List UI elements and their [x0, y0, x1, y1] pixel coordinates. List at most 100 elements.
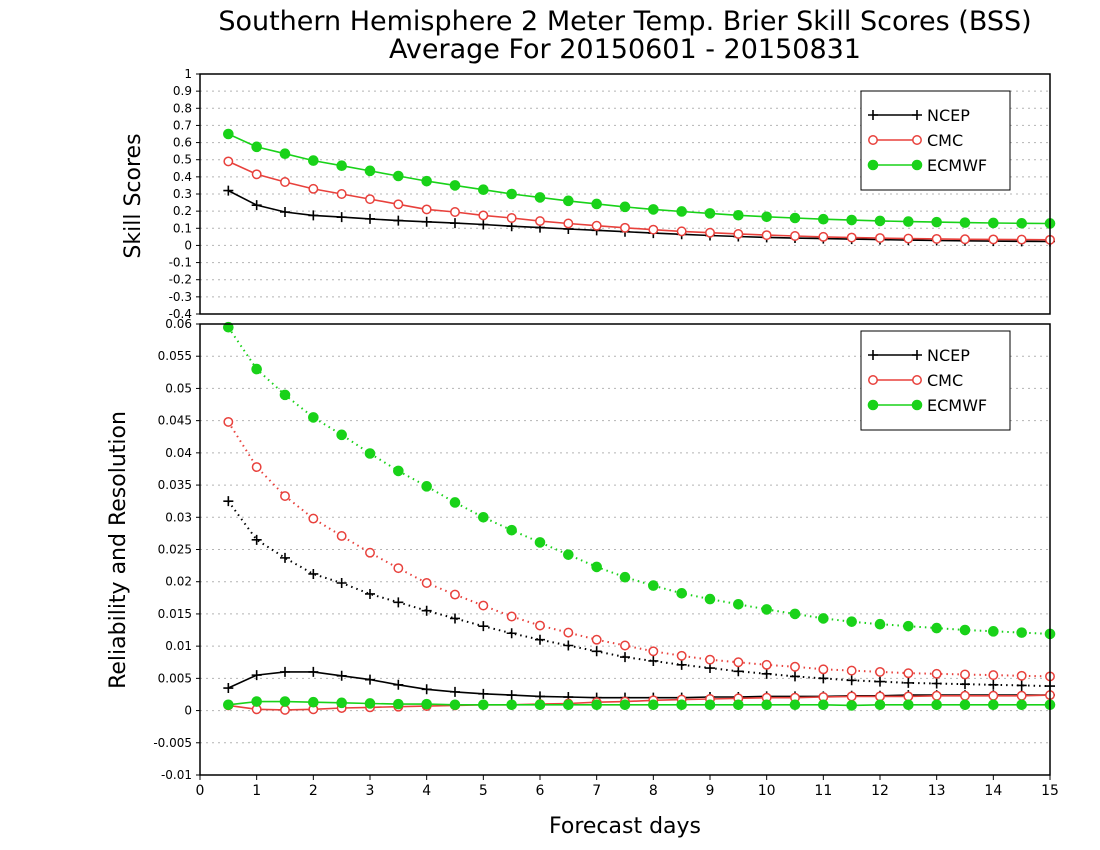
- ncep-resolution-point: [251, 534, 262, 545]
- ncep-resolution-point: [280, 552, 290, 563]
- ecmwf-reliability-point: [874, 699, 886, 711]
- ncep-reliability-point: [478, 688, 489, 699]
- cmc-reliability-point: [846, 691, 857, 702]
- ncep-resolution-point: [846, 675, 857, 686]
- ncep-resolution-point: [818, 673, 829, 684]
- cmc-resolution-point: [393, 563, 404, 574]
- top-y-tick-label: 0.7: [173, 118, 192, 132]
- ecmwf-reliability-point: [733, 699, 744, 711]
- top-y-tick-label: 0.8: [173, 101, 192, 115]
- ncep-bss-point: [478, 219, 489, 230]
- ecmwf-resolution-point: [874, 618, 886, 630]
- ncep-resolution-point: [676, 659, 687, 670]
- cmc-bss-point: [818, 231, 829, 242]
- ecmwf-resolution-point: [591, 561, 602, 573]
- bottom-series-group: [223, 321, 1056, 715]
- cmc-resolution-point: [535, 620, 545, 631]
- cmc-resolution-point: [676, 650, 687, 661]
- cmc-resolution-point: [988, 670, 999, 681]
- ncep-bss-point: [450, 218, 460, 229]
- ecmwf-bss-point: [421, 175, 432, 187]
- cmc-bss-point: [676, 226, 687, 237]
- reliability-resolution-panel: -0.01 -0.005 0 0.005 0.01 0.015 0.02 0.025 0.03 0…: [106, 317, 1059, 799]
- ecmwf-bss-point: [676, 206, 687, 217]
- cmc-reliability-point: [1016, 690, 1027, 701]
- top-y-tick-label: -0.1: [169, 256, 192, 270]
- bottom-legend-cmc-label: CMC: [927, 371, 963, 390]
- bottom-legend-ncep-label: NCEP: [927, 346, 970, 365]
- ecmwf-reliability-point: [449, 699, 461, 711]
- ncep-reliability-point: [251, 670, 262, 681]
- ecmwf-reliability-point: [251, 696, 262, 707]
- ecmwf-bss-point: [591, 198, 602, 210]
- ecmwf-resolution-point: [563, 549, 574, 560]
- bottom-y-tick-label: 0.05: [165, 381, 192, 395]
- x-tick-label: 4: [422, 783, 431, 799]
- top-series-group: [223, 128, 1056, 247]
- ecmwf-bss-point: [563, 195, 574, 207]
- ncep-resolution-point: [450, 613, 460, 624]
- x-tick-label: 6: [536, 783, 545, 799]
- top-y-tick-label: 1: [184, 67, 192, 81]
- ncep-bss-point: [365, 213, 375, 224]
- x-tick-label: 3: [366, 783, 375, 799]
- ncep-resolution-point: [648, 655, 659, 666]
- ecmwf-reliability-point: [336, 697, 347, 709]
- cmc-bss-point: [393, 199, 404, 210]
- ncep-resolution-point: [591, 646, 602, 657]
- top-legend-ecmwf-marker: [911, 159, 923, 171]
- top-legend: NCEP CMC ECMWF: [860, 90, 1011, 191]
- cmc-resolution-point: [336, 531, 347, 541]
- cmc-bss-point: [280, 177, 290, 187]
- ecmwf-bss-point: [789, 212, 801, 224]
- bottom-y-tick-label: 0.03: [165, 510, 192, 524]
- top-y-tick-label: 0: [184, 238, 192, 252]
- ecmwf-bss-point: [959, 217, 971, 228]
- ecmwf-reliability-point: [364, 698, 376, 709]
- cmc-resolution-point: [563, 627, 574, 638]
- ecmwf-reliability-point: [393, 698, 404, 710]
- ecmwf-reliability-point: [534, 699, 546, 711]
- ncep-bss-point: [393, 215, 404, 226]
- top-legend-cmc-marker: [912, 135, 922, 145]
- ncep-bss-point: [251, 200, 262, 211]
- bottom-y-axis-label: Reliability and Resolution: [106, 411, 131, 689]
- bottom-y-tick-label: 0.025: [158, 543, 192, 557]
- ecmwf-resolution-point: [648, 580, 659, 591]
- cmc-resolution-point: [280, 491, 290, 501]
- ecmwf-reliability-line: [228, 700, 1050, 707]
- ncep-bss-point: [308, 210, 319, 221]
- ecmwf-resolution-point: [818, 613, 829, 624]
- cmc-resolution-point: [308, 513, 319, 524]
- bottom-legend-ncep-marker: [912, 350, 922, 360]
- ncep-bss-point: [223, 185, 234, 196]
- ncep-resolution-point: [223, 496, 234, 507]
- ecmwf-reliability-point: [648, 699, 659, 711]
- x-tick-label: 1: [252, 783, 261, 799]
- bottom-y-ticks: -0.01 -0.005 0 0.005 0.01 0.015 0.02 0.025 0.03 0…: [153, 317, 200, 782]
- cmc-reliability-point: [931, 690, 942, 701]
- ecmwf-reliability-point: [308, 696, 319, 708]
- ncep-reliability-line: [227, 671, 1050, 699]
- ncep-resolution-point: [705, 663, 715, 674]
- ncep-resolution-line: [227, 500, 1051, 688]
- ncep-reliability-point: [421, 684, 432, 695]
- x-tick-label: 15: [1041, 783, 1059, 799]
- cmc-resolution-point: [620, 640, 630, 651]
- ncep-resolution-point: [733, 666, 744, 677]
- ecmwf-reliability-point: [591, 699, 602, 711]
- x-tick-label: 7: [592, 783, 601, 799]
- x-tick-label: 2: [309, 783, 318, 799]
- ncep-resolution-point: [308, 568, 319, 579]
- ecmwf-bss-point: [818, 213, 829, 225]
- ecmwf-reliability-point: [988, 699, 999, 711]
- top-legend-ncep-marker: [868, 110, 878, 120]
- cmc-resolution-point: [875, 666, 885, 677]
- top-y-tick-label: 0.9: [173, 84, 192, 98]
- ecmwf-bss-point: [931, 216, 942, 228]
- cmc-resolution-point: [846, 665, 857, 676]
- ecmwf-bss-point: [1016, 218, 1027, 229]
- ncep-reliability-point: [450, 686, 460, 697]
- bottom-legend-ecmwf-marker: [867, 399, 879, 411]
